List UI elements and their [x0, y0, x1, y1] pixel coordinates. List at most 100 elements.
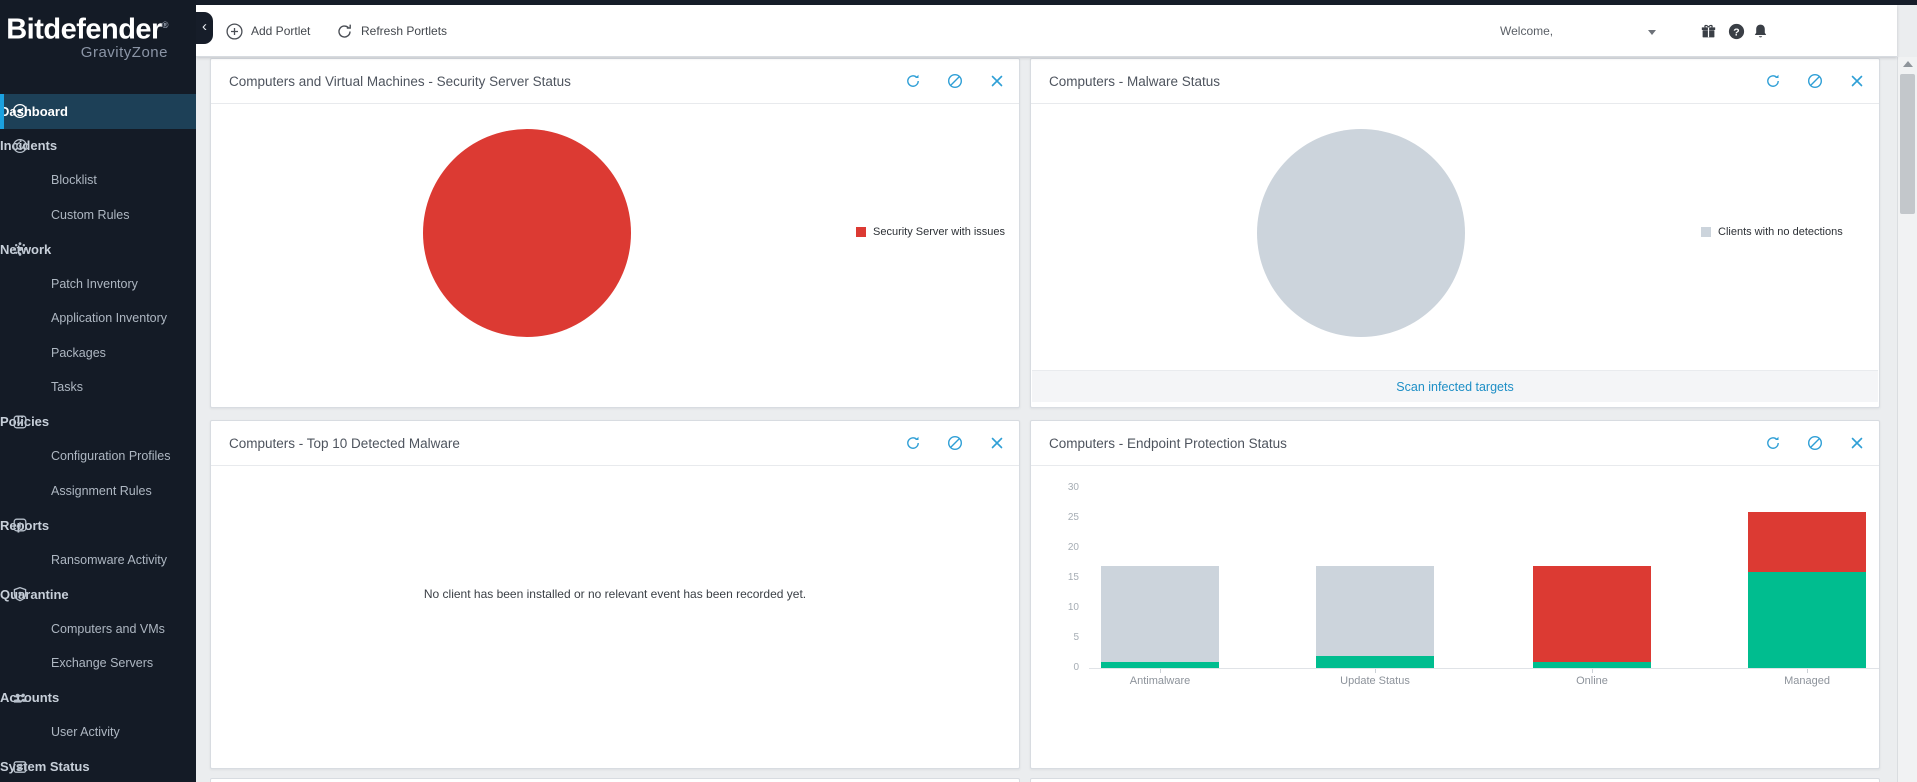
portlet-actions: [1765, 73, 1865, 89]
malware-status-pie-chart[interactable]: [1257, 129, 1465, 337]
sidebar-item-label: Incidents: [0, 138, 58, 154]
sidebar-item-tasks[interactable]: Tasks: [0, 370, 196, 405]
sidebar-item-dashboard[interactable]: Dashboard: [0, 94, 196, 129]
sidebar-item-policies[interactable]: Policies: [0, 405, 196, 440]
bar-segment-green-antimalware[interactable]: [1101, 662, 1219, 668]
sidebar-collapse-button[interactable]: ‹: [196, 12, 213, 44]
portlet-settings-icon[interactable]: [1807, 73, 1823, 89]
x-axis-tickmark: [1160, 669, 1161, 673]
portlet-settings-icon[interactable]: [1807, 435, 1823, 451]
sidebar-item-patch-inventory[interactable]: Patch Inventory: [0, 267, 196, 302]
sidebar-item-label: Reports: [0, 517, 50, 533]
bar-segment-red-managed[interactable]: [1748, 512, 1866, 572]
portlet-settings-icon[interactable]: [947, 435, 963, 451]
scan-infected-targets-link[interactable]: Scan infected targets: [1396, 379, 1514, 394]
sidebar-item-label: Patch Inventory: [51, 276, 138, 291]
refresh-portlet-icon[interactable]: [1765, 435, 1781, 451]
refresh-portlet-icon[interactable]: [905, 73, 921, 89]
portlet-title: Computers and Virtual Machines - Securit…: [229, 73, 571, 89]
sidebar-item-label: Blocklist: [51, 173, 97, 188]
portlet-security-server-status: Computers and Virtual Machines - Securit…: [210, 58, 1020, 408]
sidebar-item-label: Application Inventory: [51, 311, 168, 326]
bar-segment-gray-antimalware[interactable]: [1101, 566, 1219, 662]
portlet-actions: [905, 435, 1005, 451]
malware-status-legend: Clients with no detections: [1701, 226, 1843, 238]
empty-state-message: No client has been installed or no relev…: [423, 587, 807, 601]
sidebar-item-ransomware-activity[interactable]: Ransomware Activity: [0, 543, 196, 578]
registered-mark: ®: [161, 20, 169, 30]
portlet-header: Computers and Virtual Machines - Securit…: [211, 59, 1019, 104]
portlet-title: Computers - Endpoint Protection Status: [1049, 435, 1287, 451]
sidebar-item-blocklist[interactable]: Blocklist: [0, 163, 196, 198]
y-axis-tick-label: 15: [1067, 572, 1079, 583]
sidebar-item-incidents[interactable]: Incidents: [0, 129, 196, 164]
close-portlet-icon[interactable]: [1849, 73, 1865, 89]
sidebar-item-exchange-servers[interactable]: Exchange Servers: [0, 646, 196, 681]
sidebar-item-label: Tasks: [51, 380, 83, 395]
close-portlet-icon[interactable]: [989, 73, 1005, 89]
portlet-settings-icon[interactable]: [947, 73, 963, 89]
sidebar-item-network[interactable]: Network: [0, 232, 196, 267]
portlet-header: Computers - Malware Status: [1031, 59, 1879, 104]
x-axis-category-label: Online: [1576, 675, 1608, 687]
portlet-endpoint-protection-status: Computers - Endpoint Protection Status 0…: [1030, 420, 1880, 769]
policies-icon: [12, 414, 28, 430]
scrollbar-up-arrow-icon[interactable]: [1903, 61, 1913, 67]
sidebar-item-label: Computers and VMs: [51, 621, 165, 636]
legend-swatch-red: [856, 227, 866, 237]
y-axis-tick-label: 10: [1067, 602, 1079, 613]
sidebar-item-configuration-profiles[interactable]: Configuration Profiles: [0, 439, 196, 474]
bar-segment-red-online[interactable]: [1533, 566, 1651, 662]
sidebar-item-accounts[interactable]: Accounts: [0, 681, 196, 716]
sidebar-nav: Dashboard Incidents Blocklist Custom Rules N…: [0, 94, 196, 782]
x-axis-category-label: Antimalware: [1129, 675, 1191, 687]
bar-segment-green-update-status[interactable]: [1316, 656, 1434, 668]
sidebar-item-label: Policies: [0, 414, 50, 430]
bar-segment-gray-update-status[interactable]: [1316, 566, 1434, 656]
sidebar-item-label: Packages: [51, 345, 106, 360]
bar-segment-green-online[interactable]: [1533, 662, 1651, 668]
network-icon: [12, 241, 28, 257]
close-portlet-icon[interactable]: [1849, 435, 1865, 451]
sidebar-item-reports[interactable]: Reports: [0, 508, 196, 543]
bar-segment-green-managed[interactable]: [1748, 572, 1866, 668]
portlet-actions: [1765, 435, 1865, 451]
refresh-portlet-icon[interactable]: [905, 435, 921, 451]
refresh-portlets-button[interactable]: Refresh Portlets: [336, 5, 447, 57]
sidebar-item-label: User Activity: [51, 725, 120, 740]
bell-icon[interactable]: [1752, 23, 1769, 40]
system-status-icon: [12, 759, 28, 775]
sidebar-item-label: Custom Rules: [51, 207, 130, 222]
sidebar-item-custom-rules[interactable]: Custom Rules: [0, 198, 196, 233]
accounts-icon: [12, 690, 28, 706]
sidebar-item-user-activity[interactable]: User Activity: [0, 715, 196, 750]
help-icon[interactable]: ?: [1728, 23, 1745, 40]
x-axis-category-label: Update Status: [1340, 675, 1410, 687]
reports-icon: [12, 517, 28, 533]
close-portlet-icon[interactable]: [989, 435, 1005, 451]
portlet-title: Computers - Top 10 Detected Malware: [229, 435, 460, 451]
add-portlet-button[interactable]: Add Portlet: [226, 5, 310, 57]
security-server-legend: Security Server with issues: [856, 226, 1005, 238]
vertical-scrollbar[interactable]: [1897, 57, 1917, 782]
sidebar-item-packages[interactable]: Packages: [0, 336, 196, 371]
portlet-header: Computers - Endpoint Protection Status: [1031, 421, 1879, 466]
security-server-pie-chart[interactable]: [423, 129, 631, 337]
refresh-portlet-icon[interactable]: [1765, 73, 1781, 89]
user-menu-caret-icon[interactable]: [1648, 30, 1656, 35]
scrollbar-thumb[interactable]: [1900, 74, 1915, 214]
sidebar-item-application-inventory[interactable]: Application Inventory: [0, 301, 196, 336]
sidebar-item-label: Accounts: [0, 690, 60, 706]
sidebar-item-quarantine[interactable]: Quarantine: [0, 577, 196, 612]
portlet-footer: Scan infected targets: [1032, 370, 1878, 402]
x-axis-category-label: Managed: [1784, 675, 1830, 687]
gift-icon[interactable]: [1700, 23, 1717, 40]
x-axis-tickmark: [1592, 669, 1593, 673]
next-portlet-top-edge: [210, 778, 1020, 782]
sidebar-item-label: Quarantine: [0, 586, 69, 602]
sidebar-item-assignment-rules[interactable]: Assignment Rules: [0, 474, 196, 509]
y-axis-tick-label: 20: [1067, 542, 1079, 553]
sidebar-item-system-status[interactable]: System Status: [0, 750, 196, 782]
sidebar-item-computers-and-vms[interactable]: Computers and VMs: [0, 612, 196, 647]
refresh-icon: [336, 23, 353, 40]
